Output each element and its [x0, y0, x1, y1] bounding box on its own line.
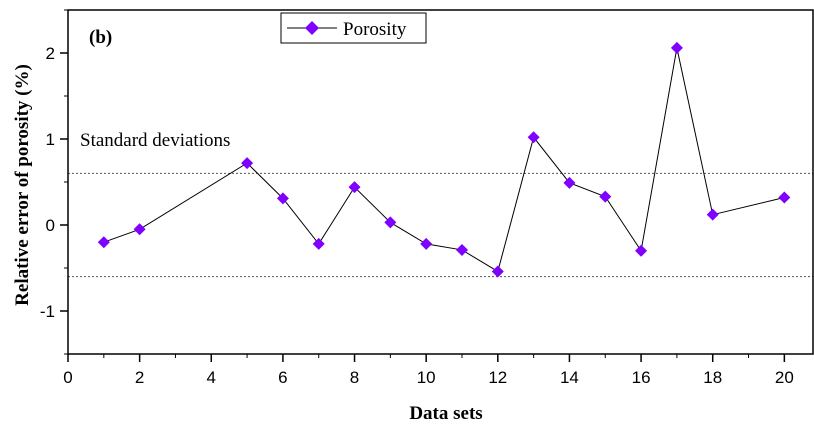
x-tick-label: 10: [417, 368, 436, 387]
data-point: [599, 190, 612, 203]
data-point: [563, 176, 576, 189]
data-point: [97, 236, 110, 249]
data-point: [133, 223, 146, 236]
data-point: [491, 265, 504, 278]
x-axis: 0 2 4 6 8 10 12 14 16 18 20: [63, 354, 794, 387]
data-point: [455, 243, 468, 256]
legend-label: Porosity: [343, 19, 407, 40]
x-tick-label: 6: [278, 368, 287, 387]
data-point: [706, 208, 719, 221]
data-point: [670, 41, 683, 54]
y-axis: -1 0 1 2: [40, 9, 68, 355]
reference-lines-label: Standard deviations: [80, 130, 230, 151]
x-tick-label: 20: [775, 368, 794, 387]
x-tick-label: 14: [560, 368, 579, 387]
series-line: [103, 47, 785, 273]
x-tick-label: 0: [63, 368, 72, 387]
data-point: [635, 244, 648, 257]
data-point: [420, 237, 433, 250]
x-tick-label: 12: [488, 368, 507, 387]
data-point: [312, 237, 325, 250]
data-point: [527, 131, 540, 144]
legend: Porosity: [280, 12, 427, 44]
x-tick-label: 18: [703, 368, 722, 387]
y-tick-label: 2: [46, 44, 55, 63]
y-axis-title: Relative error of porosity (%): [12, 64, 33, 306]
x-tick-label: 8: [350, 368, 359, 387]
x-axis-title: Data sets: [409, 403, 482, 424]
legend-marker: [305, 21, 319, 35]
reference-lines: [68, 172, 813, 278]
panel-label: (b): [89, 27, 112, 48]
x-tick-label: 2: [135, 368, 144, 387]
y-tick-label: 1: [46, 130, 55, 149]
x-tick-label: 16: [632, 368, 651, 387]
plot-frame: [67, 9, 814, 355]
data-point: [778, 191, 791, 204]
y-tick-label: -1: [40, 302, 55, 321]
y-tick-label: 0: [46, 216, 55, 235]
data-point: [276, 192, 289, 205]
series-layer: [97, 41, 791, 278]
data-point: [384, 216, 397, 229]
data-point: [241, 157, 254, 170]
x-tick-label: 4: [207, 368, 216, 387]
data-point: [348, 181, 361, 194]
